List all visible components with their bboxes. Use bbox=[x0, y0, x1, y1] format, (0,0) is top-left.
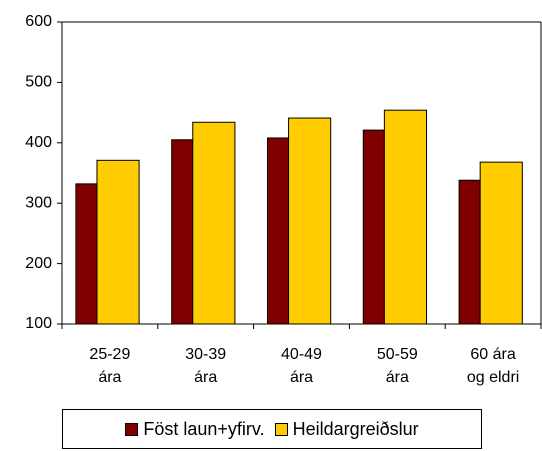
bar bbox=[362, 129, 385, 325]
bar bbox=[458, 179, 481, 325]
legend-label: Heildargreiðslur bbox=[292, 418, 419, 439]
x-tick-label: 30-39 ára bbox=[185, 346, 227, 386]
bar bbox=[266, 137, 290, 325]
legend: Föst laun+yfirv. Heildargreiðslur bbox=[62, 409, 482, 449]
y-tick-label: 300 bbox=[25, 194, 52, 211]
bar bbox=[171, 139, 194, 325]
bar bbox=[96, 159, 140, 325]
bar bbox=[192, 121, 236, 325]
bar bbox=[479, 161, 523, 325]
x-tick-label: 25-29 ára bbox=[89, 346, 131, 386]
bar bbox=[288, 117, 332, 325]
x-tick-label: 50-59 ára bbox=[376, 346, 418, 386]
x-tick-label: 60 ára og eldri bbox=[466, 346, 520, 386]
legend-item: Föst laun+yfirv. bbox=[125, 418, 265, 440]
x-tick-label: 40-49 ára bbox=[281, 346, 322, 386]
y-tick-label: 600 bbox=[25, 13, 52, 30]
bar bbox=[383, 109, 428, 325]
legend-swatch bbox=[274, 422, 288, 436]
legend-item: Heildargreiðslur bbox=[274, 418, 419, 440]
bar bbox=[75, 183, 98, 325]
y-tick-label: 500 bbox=[25, 74, 52, 91]
y-tick-label: 200 bbox=[25, 255, 52, 272]
legend-label: Föst laun+yfirv. bbox=[143, 418, 265, 439]
y-tick-label: 400 bbox=[25, 134, 52, 151]
y-tick-label: 100 bbox=[25, 315, 52, 332]
legend-swatch bbox=[125, 422, 139, 436]
